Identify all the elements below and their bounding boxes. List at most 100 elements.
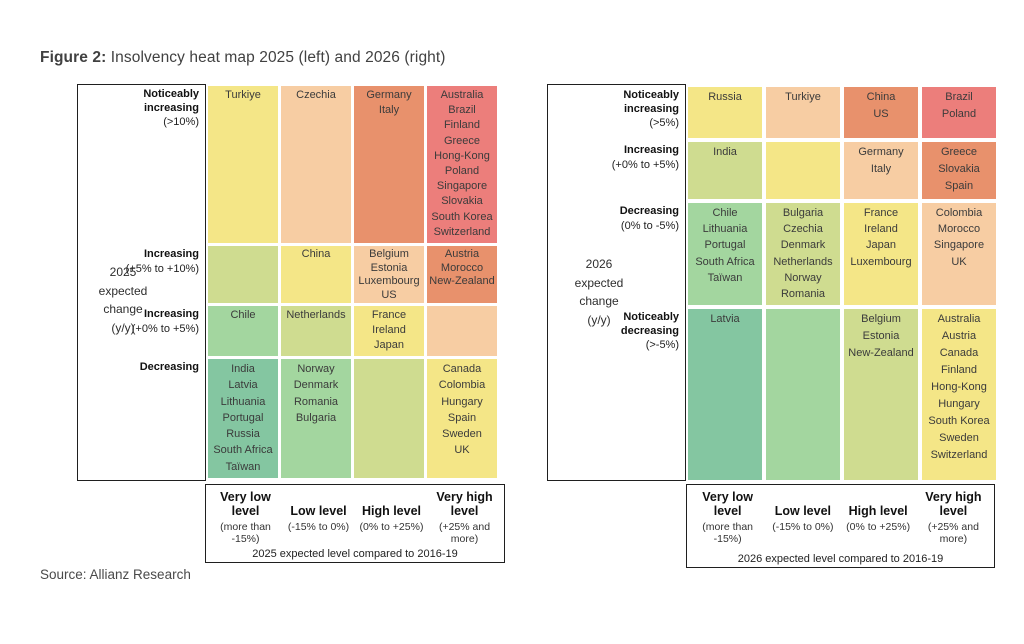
country-label: Germany bbox=[858, 146, 904, 158]
country-label: Belgium bbox=[861, 313, 901, 325]
country-label: Portugal bbox=[704, 239, 746, 252]
cell-2026-r3c2: Belgium Estonia New-Zealand bbox=[844, 309, 918, 480]
country-label: South Africa bbox=[213, 444, 273, 457]
legend-footer: 2025 expected level compared to 2016-19 bbox=[252, 548, 458, 560]
legend-level-title: Very low level bbox=[702, 490, 753, 518]
country-label: Hong-Kong bbox=[434, 149, 490, 162]
country-label: Chile bbox=[230, 309, 256, 321]
country-label: Switzerland bbox=[930, 449, 988, 461]
row-label-2025-0: Noticeably increasing (>10%) bbox=[107, 88, 199, 130]
country-label: Poland bbox=[941, 108, 977, 120]
legend-level-title: High level bbox=[361, 503, 422, 518]
axis-title-2026: 2026 expected change (y/y) bbox=[574, 257, 624, 327]
country-label: India bbox=[231, 363, 255, 375]
legend-col-0: Very low level (more than -15%) bbox=[209, 488, 282, 546]
country-label: Poland bbox=[444, 165, 480, 178]
cell-2025-r1c1: China bbox=[281, 246, 351, 303]
country-label: Romania bbox=[293, 395, 339, 408]
legend-col-2: High level (0% to +25%) bbox=[841, 488, 916, 546]
legend-col-3: Very high level (+25% and more) bbox=[916, 488, 991, 546]
country-label: South Korea bbox=[431, 210, 493, 223]
cell-2025-r0c3: Australia Brazil Finland Greece Hong-Kong Pol… bbox=[427, 86, 497, 243]
legend-level-range: (more than -15%) bbox=[702, 521, 754, 546]
row-label-note: (0% to -5%) bbox=[620, 219, 679, 232]
cell-2026-r0c2: China US bbox=[844, 87, 918, 138]
country-label: Luxembourg bbox=[850, 255, 912, 268]
country-label: Chile bbox=[712, 207, 738, 219]
country-label: Ireland bbox=[864, 223, 898, 236]
row-label-note: (+0% to +5%) bbox=[131, 322, 199, 335]
country-label: Sweden bbox=[939, 432, 979, 444]
row-label-2026-0: Noticeably increasing (>5%) bbox=[587, 89, 679, 131]
legend-columns: Very low level (more than -15%) Low level (… bbox=[687, 485, 994, 546]
row-label-bold: Noticeably increasing bbox=[623, 89, 679, 115]
figure-title-rest: Insolvency heat map 2025 (left) and 2026… bbox=[106, 49, 446, 66]
country-label: Estonia bbox=[370, 261, 408, 274]
figure-title: Figure 2: Insolvency heat map 2025 (left… bbox=[40, 49, 446, 67]
country-label: Austria bbox=[941, 330, 977, 342]
country-label: Colombia bbox=[935, 207, 983, 219]
cell-2026-r2c1: Bulgaria Czechia Denmark Netherlands Norway R… bbox=[766, 203, 840, 305]
country-label: Greece bbox=[443, 134, 481, 147]
country-label: China bbox=[866, 91, 896, 103]
country-label: Greece bbox=[940, 146, 978, 158]
legend-col-1: Low level (-15% to 0%) bbox=[282, 488, 355, 546]
country-label: Netherlands bbox=[773, 255, 833, 268]
country-label: Sweden bbox=[442, 428, 482, 441]
country-label: Hungary bbox=[441, 395, 483, 408]
row-label-note: (>10%) bbox=[163, 116, 199, 128]
cell-2026-r1c1 bbox=[766, 142, 840, 199]
heatmap-2026: 2026 expected change (y/y) Noticeably inc… bbox=[547, 84, 996, 568]
axis-title-2025: 2025 expected change (y/y) bbox=[98, 265, 148, 335]
country-label: Lithuania bbox=[702, 223, 748, 236]
country-label: France bbox=[371, 309, 407, 321]
country-label: Slovakia bbox=[938, 163, 980, 175]
legend-level-range: (+25% and more) bbox=[438, 521, 491, 546]
row-label-note: (>5%) bbox=[649, 117, 679, 129]
heatmap-2025: 2025 expected change (y/y) Noticeably inc… bbox=[77, 84, 505, 563]
country-label: Singapore bbox=[933, 239, 985, 252]
axis-box-2026: 2026 expected change (y/y) Noticeably inc… bbox=[547, 84, 686, 481]
country-label: Netherlands bbox=[286, 309, 346, 321]
cell-2026-r3c0: Latvia bbox=[688, 309, 762, 480]
cell-2026-r2c2: France Ireland Japan Luxembourg bbox=[844, 203, 918, 305]
cell-2026-r2c3: Colombia Morocco Singapore UK bbox=[922, 203, 996, 305]
legend-2025: Very low level (more than -15%) Low level (… bbox=[205, 484, 505, 563]
legend-level-range: (0% to +25%) bbox=[359, 521, 424, 533]
cell-2026-r3c3: Australia Austria Canada Finland Hong-Kong Hu… bbox=[922, 309, 996, 480]
country-label: New-Zealand bbox=[429, 275, 495, 287]
axis-box-2025: 2025 expected change (y/y) Noticeably inc… bbox=[77, 84, 206, 481]
legend-level-title: Very high level bbox=[436, 490, 493, 518]
row-label-2026-2: Decreasing (0% to -5%) bbox=[587, 205, 679, 233]
country-label: Denmark bbox=[293, 379, 339, 392]
cell-2025-r1c3: Austria Morocco New-Zealand bbox=[427, 246, 497, 303]
cell-2026-r3c1 bbox=[766, 309, 840, 480]
legend-level-title: Very high level bbox=[925, 490, 982, 518]
country-label: Lithuania bbox=[220, 395, 266, 408]
cell-2026-r0c0: Russia bbox=[688, 87, 762, 138]
cell-2026-r2c0: Chile Lithuania Portugal South Africa Taïwan bbox=[688, 203, 762, 305]
legend-level-title: Very low level bbox=[220, 490, 271, 518]
country-label: Denmark bbox=[780, 239, 826, 252]
row-label-bold: Increasing bbox=[143, 248, 199, 260]
row-label-2025-3: Decreasing bbox=[107, 361, 199, 375]
legend-level-range: (more than -15%) bbox=[220, 521, 271, 546]
row-label-2026-1: Increasing (+0% to +5%) bbox=[587, 144, 679, 172]
cell-2025-r2c1: Netherlands bbox=[281, 306, 351, 356]
country-label: India bbox=[713, 146, 737, 158]
cell-2026-r0c1: Turkiye bbox=[766, 87, 840, 138]
row-label-bold: Increasing bbox=[623, 144, 679, 156]
country-label: UK bbox=[454, 444, 470, 457]
country-label: South Africa bbox=[695, 255, 755, 268]
country-label: New-Zealand bbox=[848, 347, 914, 359]
row-label-note: (+5% to +10%) bbox=[125, 262, 199, 275]
cell-2026-r0c3: Brazil Poland bbox=[922, 87, 996, 138]
cell-2025-r1c2: Belgium Estonia Luxembourg US bbox=[354, 246, 424, 303]
country-label: US bbox=[381, 288, 397, 301]
row-label-bold: Noticeably increasing bbox=[143, 88, 199, 114]
figure-title-prefix: Figure 2: bbox=[40, 49, 107, 66]
legend-footer: 2026 expected level compared to 2016-19 bbox=[737, 553, 944, 565]
country-label: Russia bbox=[226, 428, 260, 441]
source-note: Source: Allianz Research bbox=[40, 567, 191, 582]
row-label-bold: Decreasing bbox=[139, 361, 199, 373]
